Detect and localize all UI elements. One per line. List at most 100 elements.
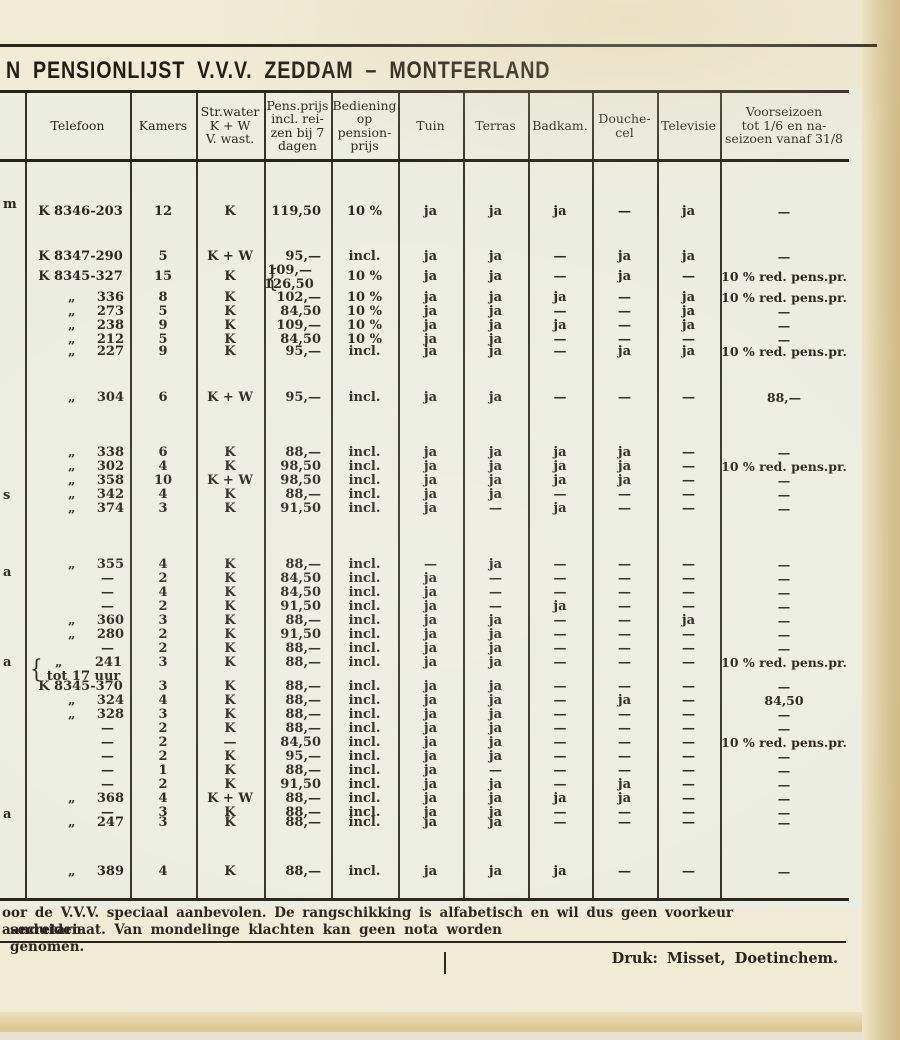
cell-terras: — (489, 585, 502, 600)
cell-kamers: 4 (158, 459, 168, 474)
cell-water: K (224, 805, 236, 820)
cell-tv: — (682, 693, 695, 708)
cell-bediening: incl. (348, 815, 381, 830)
cell-tel: „ 238 (68, 318, 124, 333)
table-row: „ 280 2 K 91,50 incl. ja ja — — — — (0, 628, 860, 642)
cell-badkam: — (553, 693, 567, 708)
column-header-douche: Douche- cel (598, 111, 651, 140)
table-row: „ 389 4 K 88,— incl. ja ja ja — — — (0, 865, 860, 879)
cell-bediening: 10 % (347, 318, 382, 333)
cell-tv: — (682, 749, 695, 764)
table-row: — 2 K 91,50 incl. ja ja — ja — — (0, 778, 860, 792)
cell-tel: — (101, 763, 114, 778)
cell-bediening: 10 % (347, 204, 382, 219)
cell-water: K (224, 344, 236, 359)
cell-bediening: incl. (348, 641, 381, 656)
cell-bediening: incl. (348, 613, 381, 628)
cell-voorseizoen: — (777, 487, 791, 502)
cell-tel: — (101, 571, 114, 586)
cell-voorseizoen: 10 % red. pens.pr. (721, 735, 847, 750)
column-header-tel: Telefoon (50, 117, 105, 133)
cell-voorseizoen: 10 % red. pens.pr. (721, 269, 847, 284)
cell-terras: ja (488, 679, 503, 694)
cell-badkam: — (553, 641, 567, 656)
cell-tv: — (682, 557, 695, 572)
cell-prijs: 91,50 (280, 599, 321, 614)
table-column-line (463, 92, 465, 899)
cell-tuin: ja (423, 641, 438, 656)
cell-voorseizoen: — (777, 473, 791, 488)
cell-badkam: ja (553, 459, 567, 474)
cell-water: K (224, 641, 236, 656)
cell-douche: ja (617, 791, 632, 806)
cell-kamers: 3 (158, 655, 168, 670)
cell-badkam: ja (553, 501, 567, 516)
cell-badkam: — (553, 749, 567, 764)
cell-tv: — (682, 777, 695, 792)
cell-douche: ja (617, 445, 632, 460)
cell-prijs: 88,— (285, 707, 321, 722)
cell-bediening: incl. (348, 390, 381, 405)
cell-prijs: 88,— (285, 791, 321, 806)
column-header-water: Str.water K + W V. wast. (200, 104, 260, 147)
cell-tv: — (682, 815, 695, 830)
cell-tv: — (682, 473, 695, 488)
cell-kamers: 2 (158, 627, 168, 642)
cell-tel: {„ 241 tot 17 uur (25, 654, 130, 684)
cell-badkam: ja (553, 864, 567, 879)
cell-voorseizoen: — (777, 864, 791, 879)
paper-bottom-edge (0, 1012, 900, 1032)
cell-badkam: — (553, 627, 567, 642)
cutoff-text-fragment: a (3, 807, 12, 822)
cell-tuin: ja (423, 249, 438, 264)
cell-prijs: 84,50 (280, 332, 321, 347)
cell-water: K (224, 627, 236, 642)
cell-kamers: 6 (158, 390, 168, 405)
footer-rule (0, 941, 846, 943)
table-row: — 2 K 91,50 incl. ja — ja — — — (0, 600, 860, 614)
cell-tuin: ja (423, 459, 438, 474)
cell-water: K (224, 749, 236, 764)
table-column-line (398, 92, 400, 899)
cell-water: K (224, 557, 236, 572)
cell-tel: „ 324 (68, 693, 124, 708)
footer-note-line-2: secretariaat. Van mondelinge klachten ka… (10, 922, 502, 955)
cell-douche: — (618, 318, 631, 333)
cell-tel: K 8345-370 (38, 679, 123, 694)
cell-terras: ja (488, 473, 503, 488)
cell-kamers: 8 (158, 290, 168, 305)
cell-tv: — (682, 390, 695, 405)
cell-kamers: 2 (158, 571, 168, 586)
cell-bediening: 10 % (347, 269, 382, 284)
cell-water: K + W (207, 473, 253, 488)
cutoff-text-fragment: a (3, 655, 12, 670)
cell-douche: — (618, 815, 631, 830)
cell-badkam: — (553, 707, 567, 722)
cell-voorseizoen: 10 % red. pens.pr. (721, 459, 847, 474)
cell-kamers: 9 (158, 318, 168, 333)
cell-water: K (224, 445, 236, 460)
cell-tuin: ja (423, 204, 438, 219)
cell-tuin: ja (423, 501, 438, 516)
cell-voorseizoen: — (777, 815, 791, 830)
cell-terras: ja (488, 655, 503, 670)
cell-tv: — (682, 791, 695, 806)
cell-terras: ja (488, 805, 503, 820)
cell-douche: — (618, 707, 631, 722)
cell-voorseizoen: 10 % red. pens.pr. (721, 655, 847, 670)
cell-badkam: — (553, 763, 567, 778)
cell-douche: — (618, 864, 631, 879)
cell-prijs: 91,50 (280, 627, 321, 642)
cell-prijs: 88,— (285, 679, 321, 694)
cell-tel: K 8346-203 (38, 204, 123, 219)
cell-kamers: 4 (158, 487, 168, 502)
cell-terras: ja (488, 641, 503, 656)
table-row: — 2 K 88,— incl. ja ja — — — — (0, 642, 860, 656)
cell-terras: ja (488, 390, 503, 405)
cell-prijs: 84,50 (280, 304, 321, 319)
cell-douche: ja (617, 459, 632, 474)
cell-tv: ja (681, 613, 696, 628)
cell-bediening: incl. (348, 679, 381, 694)
cell-kamers: 10 (153, 473, 173, 488)
cell-badkam: — (553, 777, 567, 792)
